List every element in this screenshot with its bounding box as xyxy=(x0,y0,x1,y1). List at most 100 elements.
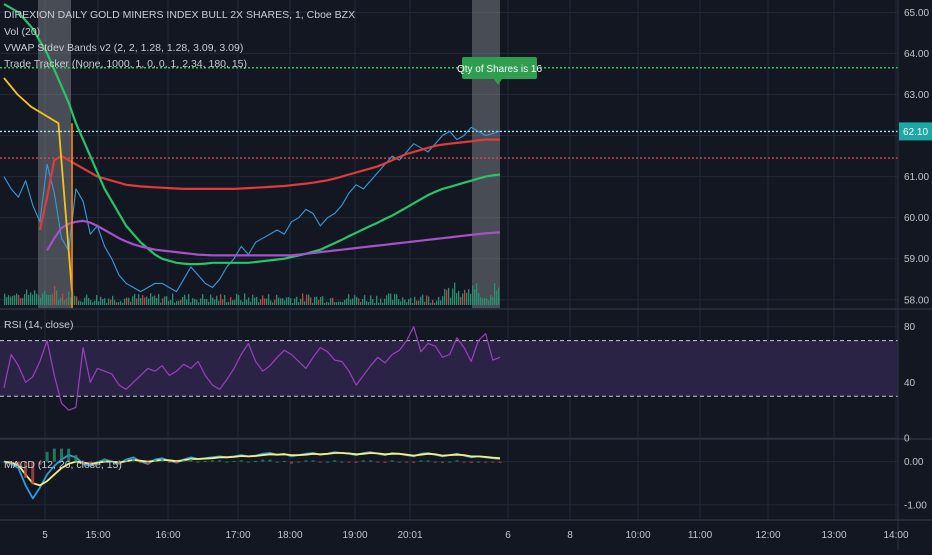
volume-bar xyxy=(494,283,496,305)
volume-bar xyxy=(154,295,156,305)
volume-bar xyxy=(6,297,8,305)
volume-bar xyxy=(78,300,80,305)
volume-bar xyxy=(228,301,230,305)
volume-bar xyxy=(286,297,288,305)
macd-histogram-bar xyxy=(354,461,358,463)
price-badge-box xyxy=(899,122,932,141)
macd-histogram-bar xyxy=(67,448,71,462)
volume-bar xyxy=(300,298,302,305)
price-axis[interactable]: 65.0064.0063.0062.0061.0060.0059.0058.00… xyxy=(904,8,929,512)
volume-bar xyxy=(418,300,420,305)
volume-bar xyxy=(462,293,464,305)
y-tick-label: 64.00 xyxy=(904,49,929,60)
volume-bar xyxy=(468,289,470,305)
volume-bar xyxy=(26,289,28,305)
x-tick-label: 18:00 xyxy=(277,530,302,541)
volume-bar xyxy=(460,296,462,305)
volume-bar xyxy=(376,295,378,305)
legend-symbol[interactable]: DIREXION DAILY GOLD MINERS INDEX BULL 2X… xyxy=(4,9,356,21)
volume-bar xyxy=(168,300,170,305)
macd-histogram-bar xyxy=(16,461,20,467)
legend-rsi[interactable]: RSI (14, close) xyxy=(4,319,74,331)
volume-bar xyxy=(414,296,416,305)
volume-bar xyxy=(112,295,114,305)
macd-histogram-bar xyxy=(45,451,49,462)
legend-tracker[interactable]: Trade Tracker (None, 1000, 1, 0, 0, 1, 2… xyxy=(4,58,248,70)
volume-bar xyxy=(458,290,460,305)
macd-histogram-bar xyxy=(182,460,186,462)
price-badge-text: 62.10 xyxy=(903,127,928,138)
series-purple xyxy=(46,219,501,257)
macd-histogram-bar xyxy=(268,459,272,462)
legend-vol[interactable]: Vol (20) xyxy=(4,26,41,38)
volume-bar xyxy=(186,299,188,305)
macd-histogram-bar xyxy=(24,461,28,478)
volume-bar xyxy=(402,297,404,305)
volume-bar xyxy=(428,296,430,305)
volume-bar xyxy=(82,302,84,305)
volume-bar xyxy=(260,299,262,305)
volume-bar xyxy=(400,301,402,305)
volume-bar xyxy=(484,298,486,305)
volume-bar xyxy=(74,295,76,305)
highlight-session-end xyxy=(472,0,500,308)
volume-bar xyxy=(282,298,284,305)
volume-bar xyxy=(216,295,218,305)
macd-histogram-bar xyxy=(369,460,373,462)
series-vwap xyxy=(38,138,500,231)
volume-bar xyxy=(92,302,94,305)
volume-bar xyxy=(54,285,56,305)
qty-callout: Qty of Shares is 16 xyxy=(457,57,542,85)
x-tick-label: 8 xyxy=(567,530,573,541)
volume-bar xyxy=(452,288,454,305)
volume-bar xyxy=(194,298,196,305)
macd-histogram-bar xyxy=(498,461,502,463)
x-tick-label: 15:00 xyxy=(85,530,110,541)
volume-bar xyxy=(166,296,168,305)
legend-vwap[interactable]: VWAP Stdev Bands v2 (2, 2, 1.28, 1.28, 3… xyxy=(4,42,244,54)
volume-bar xyxy=(138,294,140,305)
macd-histogram-bar xyxy=(405,461,409,463)
volume-bar xyxy=(144,297,146,305)
volume-bar xyxy=(232,300,234,305)
x-tick-label: 14:00 xyxy=(883,530,908,541)
macd-histogram-bar xyxy=(167,461,171,463)
macd-histogram-bar xyxy=(397,461,401,463)
volume-bar xyxy=(178,300,180,305)
volume-bar xyxy=(464,289,466,305)
volume-bar xyxy=(106,302,108,305)
volume-bar xyxy=(314,296,316,305)
volume-bar xyxy=(380,298,382,305)
macd-histogram-bar xyxy=(383,461,387,463)
series-signal xyxy=(3,452,501,487)
legend-macd[interactable]: MACD (12, 26, close, 15) xyxy=(4,459,122,471)
volume-bar xyxy=(160,302,162,305)
macd-histogram-bar xyxy=(275,461,279,463)
grid-lines xyxy=(0,0,898,520)
volume-bar xyxy=(390,293,392,305)
volume-bar xyxy=(196,299,198,305)
volume-bar xyxy=(18,294,20,305)
volume-bar xyxy=(386,295,388,305)
volume-bar xyxy=(224,294,226,305)
volume-bar xyxy=(432,300,434,305)
volume-bar xyxy=(296,296,298,305)
macd-histogram-bar xyxy=(203,460,207,462)
volume-bar xyxy=(20,298,22,305)
volume-bar xyxy=(466,292,468,305)
volume-bar xyxy=(382,302,384,305)
time-axis[interactable]: 5 15:00 16:00 17:00 18:00 19:00 20:01 6 8 10:00 11… xyxy=(42,530,909,541)
macd-histogram-bar xyxy=(440,461,444,463)
y-tick-label: 40 xyxy=(904,378,916,389)
volume-bar xyxy=(412,302,414,305)
macd-histogram-bar xyxy=(131,457,135,462)
volume-bar xyxy=(336,302,338,305)
macd-histogram-bar xyxy=(117,461,121,464)
macd-histogram-bar xyxy=(476,461,480,463)
volume-bar xyxy=(86,294,88,305)
macd-histogram-bar xyxy=(110,461,114,463)
volume-bar xyxy=(208,301,210,305)
volume-bar xyxy=(70,297,72,305)
x-tick-label: 20:01 xyxy=(397,530,422,541)
